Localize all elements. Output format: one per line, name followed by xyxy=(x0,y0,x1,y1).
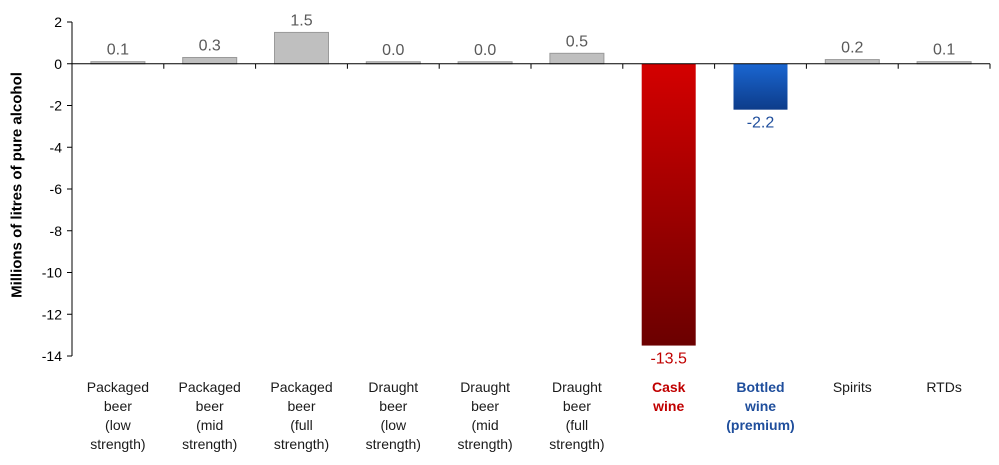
y-tick-label: -8 xyxy=(50,223,63,239)
data-label: 0.5 xyxy=(566,33,588,50)
bar xyxy=(824,59,880,65)
data-label: 0.2 xyxy=(841,40,863,57)
x-tick-label-line: (low xyxy=(380,417,407,433)
x-tick-label: Packaged beer (full strength) xyxy=(257,378,347,454)
x-tick-label-line: strength) xyxy=(365,436,421,452)
x-tick-label-line: Packaged xyxy=(270,379,333,395)
y-tick-label: -10 xyxy=(42,265,62,281)
x-tick-label-line: (premium) xyxy=(726,417,795,433)
x-tick-label: Packaged beer (mid strength) xyxy=(165,378,255,454)
data-label: -13.5 xyxy=(650,351,687,368)
y-tick-label: 2 xyxy=(54,14,62,30)
x-tick-label-line: beer xyxy=(287,398,316,414)
x-tick-label-line: wine xyxy=(653,398,685,414)
bar xyxy=(182,56,238,65)
data-label: 0.1 xyxy=(933,42,955,59)
x-tick-label: Draught beer (full strength) xyxy=(532,378,622,454)
y-tick-label: -12 xyxy=(42,306,62,322)
x-tick-label-line: Draught xyxy=(460,379,510,395)
x-tick-label: Bottled wine (premium) xyxy=(716,378,806,435)
bar xyxy=(641,63,696,346)
data-label: 0.0 xyxy=(382,42,404,59)
bar xyxy=(549,52,605,65)
x-tick-label-line: Spirits xyxy=(832,379,872,395)
data-label: 0.1 xyxy=(107,42,129,59)
x-tick-label-line: (low xyxy=(105,417,131,433)
x-tick-label-line: (full xyxy=(565,417,589,433)
data-label: -2.2 xyxy=(747,115,775,132)
x-tick-label: Cask wine xyxy=(624,378,714,416)
x-tick-label-line: Packaged xyxy=(178,379,241,395)
x-tick-label-line: beer xyxy=(379,398,408,414)
x-tick-label-line: strength) xyxy=(457,436,513,452)
y-tick-label: -2 xyxy=(50,98,63,114)
x-tick-label-line: wine xyxy=(744,398,777,414)
x-tick-label-line: Cask xyxy=(651,379,686,395)
data-label: 0.3 xyxy=(199,37,221,54)
x-tick-label-line: RTDs xyxy=(926,379,962,395)
x-tick-label-line: strength) xyxy=(549,436,605,452)
x-tick-label-line: beer xyxy=(562,398,591,414)
bar xyxy=(274,31,329,65)
x-tick-label: Packaged beer (low strength) xyxy=(73,378,163,454)
data-label: 1.5 xyxy=(290,12,312,29)
x-tick-label-line: Packaged xyxy=(86,379,150,395)
data-label: 0.0 xyxy=(474,42,496,59)
bar xyxy=(733,63,788,110)
x-tick-label-line: Draught xyxy=(551,379,602,395)
x-tick-label-line: Bottled xyxy=(736,379,785,395)
x-tick-label-line: strength) xyxy=(90,436,146,452)
y-tick-label: 0 xyxy=(54,56,62,72)
x-tick-label-line: beer xyxy=(471,398,500,414)
x-tick-label: RTDs xyxy=(899,378,989,397)
x-tick-label-line: strength) xyxy=(182,436,238,452)
x-tick-label-line: Draught xyxy=(368,379,419,395)
x-tick-label-line: beer xyxy=(103,398,132,414)
x-tick-label-line: beer xyxy=(195,398,224,414)
x-tick-label: Draught beer (mid strength) xyxy=(440,378,530,454)
x-tick-label-line: (mid xyxy=(471,417,499,433)
x-tick-label: Spirits xyxy=(807,378,897,397)
x-tick-label-line: (mid xyxy=(196,417,224,433)
y-tick-label: -6 xyxy=(50,181,63,197)
x-tick-label-line: strength) xyxy=(273,436,330,452)
y-tick-label: -4 xyxy=(50,139,63,155)
x-tick-label: Draught beer (low strength) xyxy=(348,378,438,454)
x-tick-label-line: (full xyxy=(290,417,313,433)
y-tick-label: -14 xyxy=(42,348,62,364)
